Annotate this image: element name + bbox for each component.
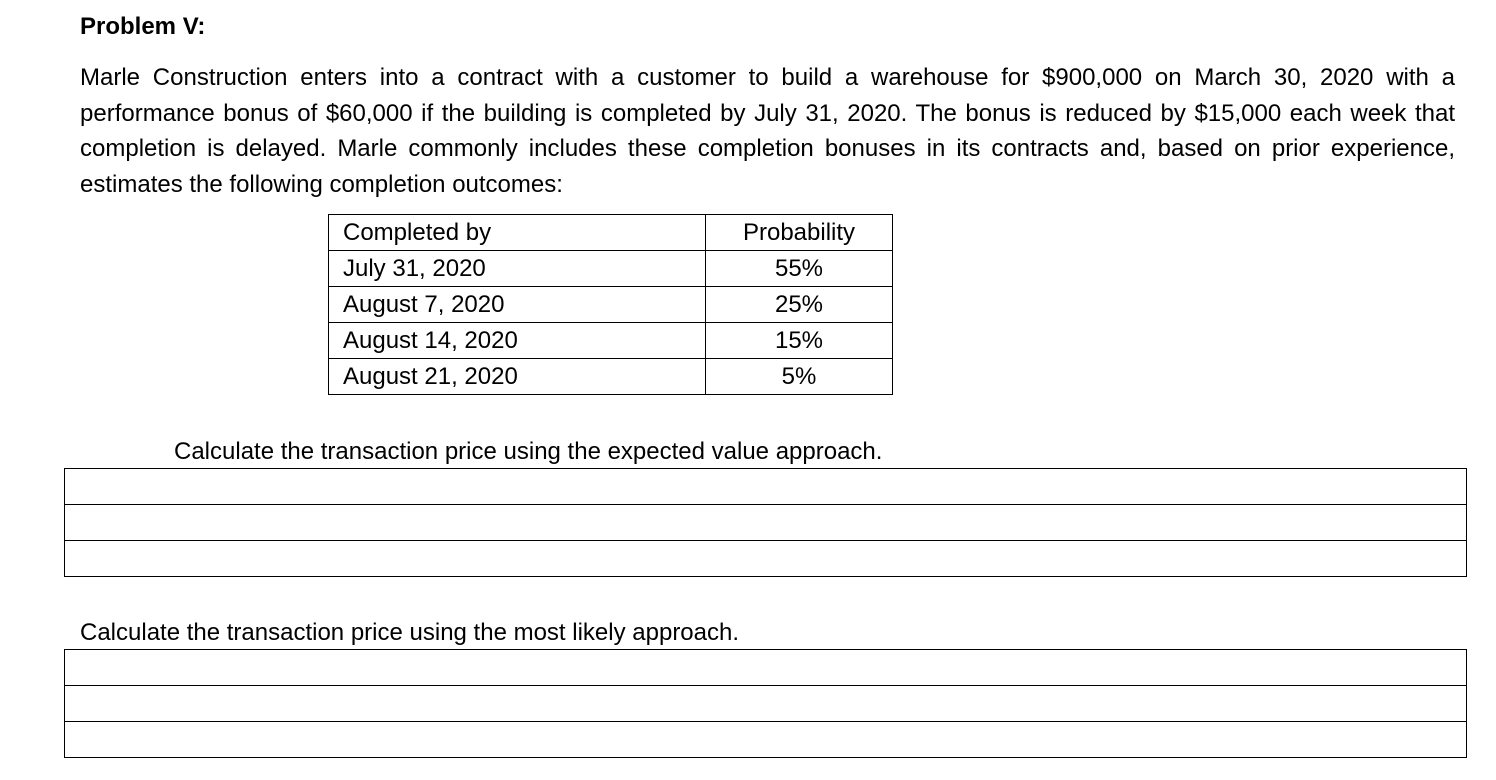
probability-value: 15%: [705, 322, 893, 359]
answer-line[interactable]: [64, 540, 1467, 577]
header-completed-by: Completed by: [328, 214, 706, 251]
most-likely-question: Calculate the transaction price using th…: [80, 619, 740, 646]
table-row: August 7, 2020 25%: [328, 286, 893, 323]
answer-line[interactable]: [64, 504, 1467, 541]
completion-date: August 14, 2020: [328, 322, 706, 359]
probability-value: 55%: [705, 250, 893, 287]
table-row: August 21, 2020 5%: [328, 358, 893, 395]
problem-title: Problem V:: [80, 13, 206, 40]
completion-date: August 7, 2020: [328, 286, 706, 323]
header-probability: Probability: [705, 214, 893, 251]
table-row: July 31, 2020 55%: [328, 250, 893, 287]
completion-date: August 21, 2020: [328, 358, 706, 395]
table-row: August 14, 2020 15%: [328, 322, 893, 359]
answer-line[interactable]: [64, 649, 1467, 686]
probability-value: 5%: [705, 358, 893, 395]
expected-value-question: Calculate the transaction price using th…: [174, 438, 883, 465]
answer-line[interactable]: [64, 685, 1467, 722]
problem-text: Marle Construction enters into a contrac…: [80, 64, 1455, 198]
completion-date: July 31, 2020: [328, 250, 706, 287]
most-likely-answer-box: [64, 649, 1467, 758]
answer-line[interactable]: [64, 721, 1467, 758]
answer-line[interactable]: [64, 468, 1467, 505]
expected-value-answer-box: [64, 468, 1467, 577]
completion-outcomes-table: Completed by Probability July 31, 2020 5…: [328, 214, 893, 395]
table-header-row: Completed by Probability: [328, 214, 893, 251]
probability-value: 25%: [705, 286, 893, 323]
